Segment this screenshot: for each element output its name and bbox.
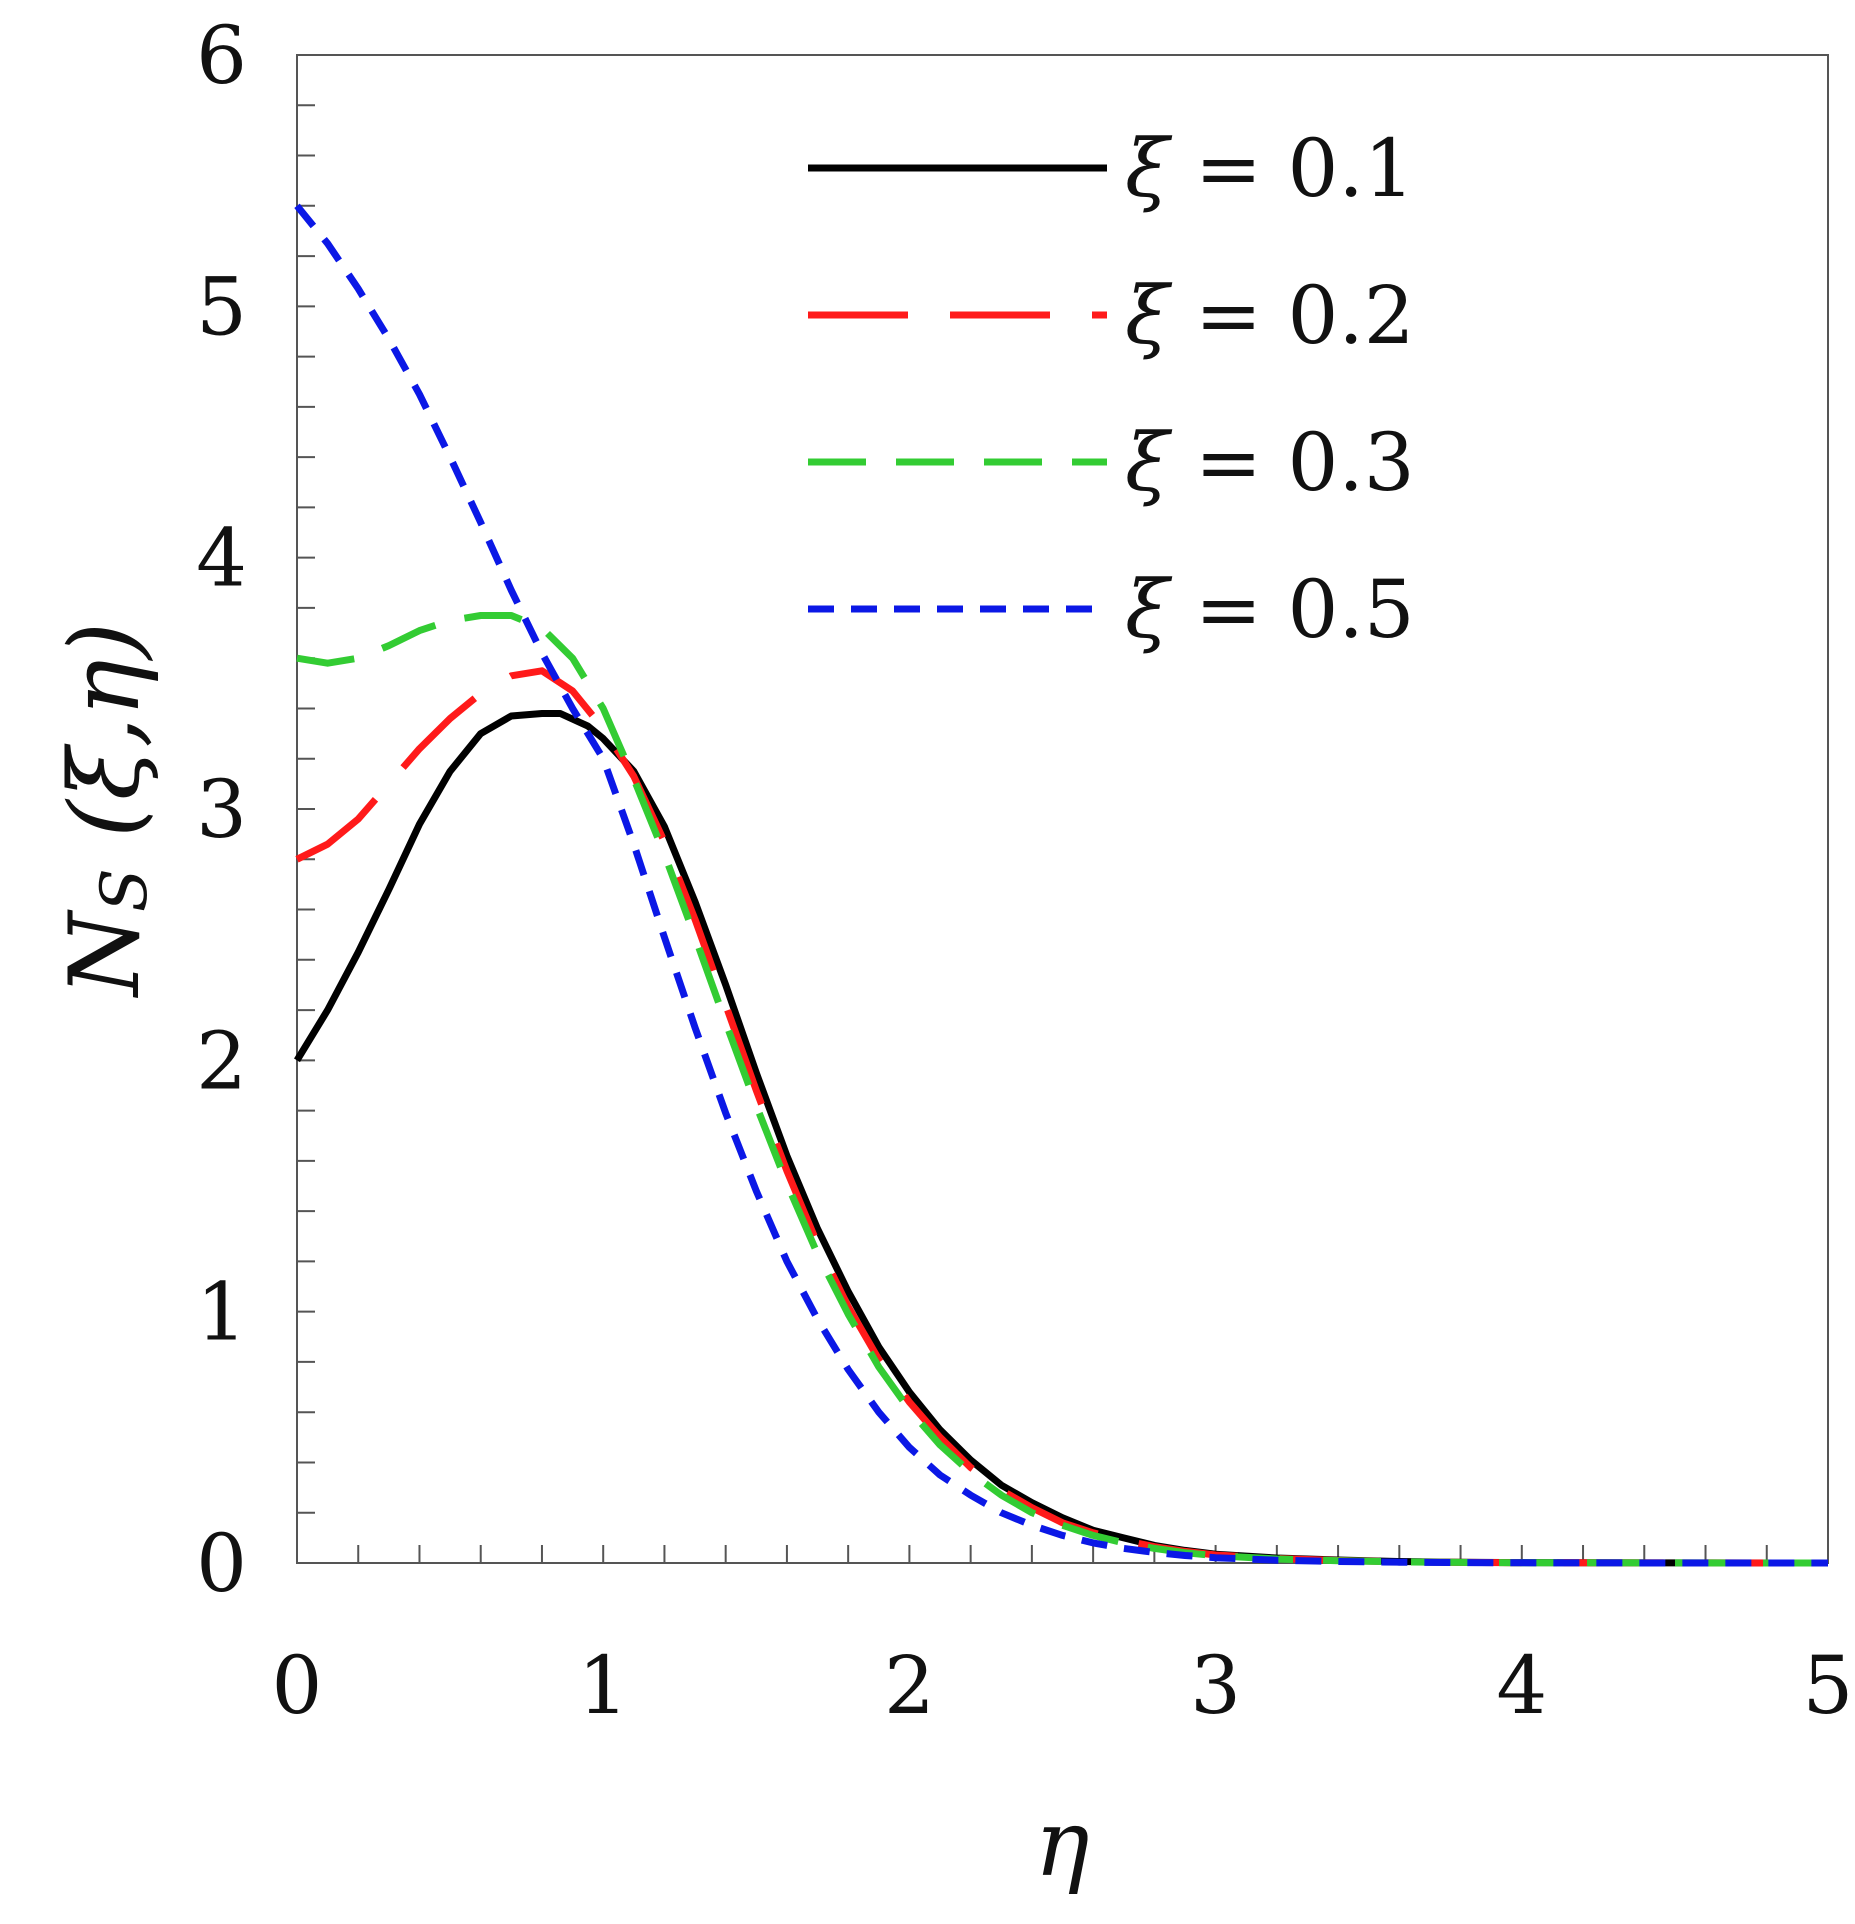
plot-frame — [296, 54, 1829, 1564]
x-tick-label: 3 — [1190, 1639, 1241, 1732]
legend-label-symbol-1: ξ — [1125, 122, 1173, 215]
legend-label-value-4: = 0.5 — [1195, 563, 1415, 656]
legend: ξ = 0.1ξ = 0.2ξ = 0.3ξ = 0.5 — [808, 122, 1415, 656]
x-tick-label: 0 — [272, 1639, 323, 1732]
y-tick-label: 0 — [196, 1517, 247, 1610]
x-tick-label: 2 — [884, 1639, 935, 1732]
series-line-2 — [295, 667, 1829, 1567]
y-tick-label: 3 — [196, 763, 247, 856]
legend-label-symbol-3: ξ — [1125, 416, 1173, 509]
x-tick-label: 4 — [1496, 1639, 1547, 1732]
y-tick-label: 6 — [196, 9, 247, 102]
legend-label-symbol-2: ξ — [1125, 269, 1173, 362]
x-tick-label: 1 — [578, 1639, 629, 1732]
legend-label-symbol-4: ξ — [1125, 563, 1173, 656]
y-axis-title-sub: S — [88, 868, 162, 912]
y-tick-label: 5 — [196, 260, 247, 353]
y-tick-labels: 0 1 2 3 4 5 6 — [196, 9, 247, 1610]
y-tick-label: 1 — [196, 1266, 247, 1359]
series-line-4 — [294, 203, 1828, 1567]
x-axis-title: η — [1034, 1790, 1089, 1897]
series-line-3 — [296, 612, 1829, 1567]
series-line-1 — [294, 710, 1829, 1567]
y-tick-label: 2 — [196, 1014, 247, 1107]
y-axis-title-main: N — [49, 909, 161, 998]
y-axis-title: NS (ξ,η) — [49, 622, 162, 998]
y-axis-title-args: (ξ,η) — [49, 622, 161, 868]
x-tick-labels: 0 1 2 3 4 5 — [272, 1639, 1854, 1732]
series-lines — [294, 203, 1829, 1567]
legend-label-value-3: = 0.3 — [1195, 416, 1415, 509]
minor-ticks — [297, 104, 1768, 1563]
x-tick-label: 5 — [1803, 1639, 1854, 1732]
y-tick-label: 4 — [196, 512, 247, 605]
legend-label-value-2: = 0.2 — [1195, 269, 1415, 362]
legend-label-value-1: = 0.1 — [1195, 122, 1415, 215]
